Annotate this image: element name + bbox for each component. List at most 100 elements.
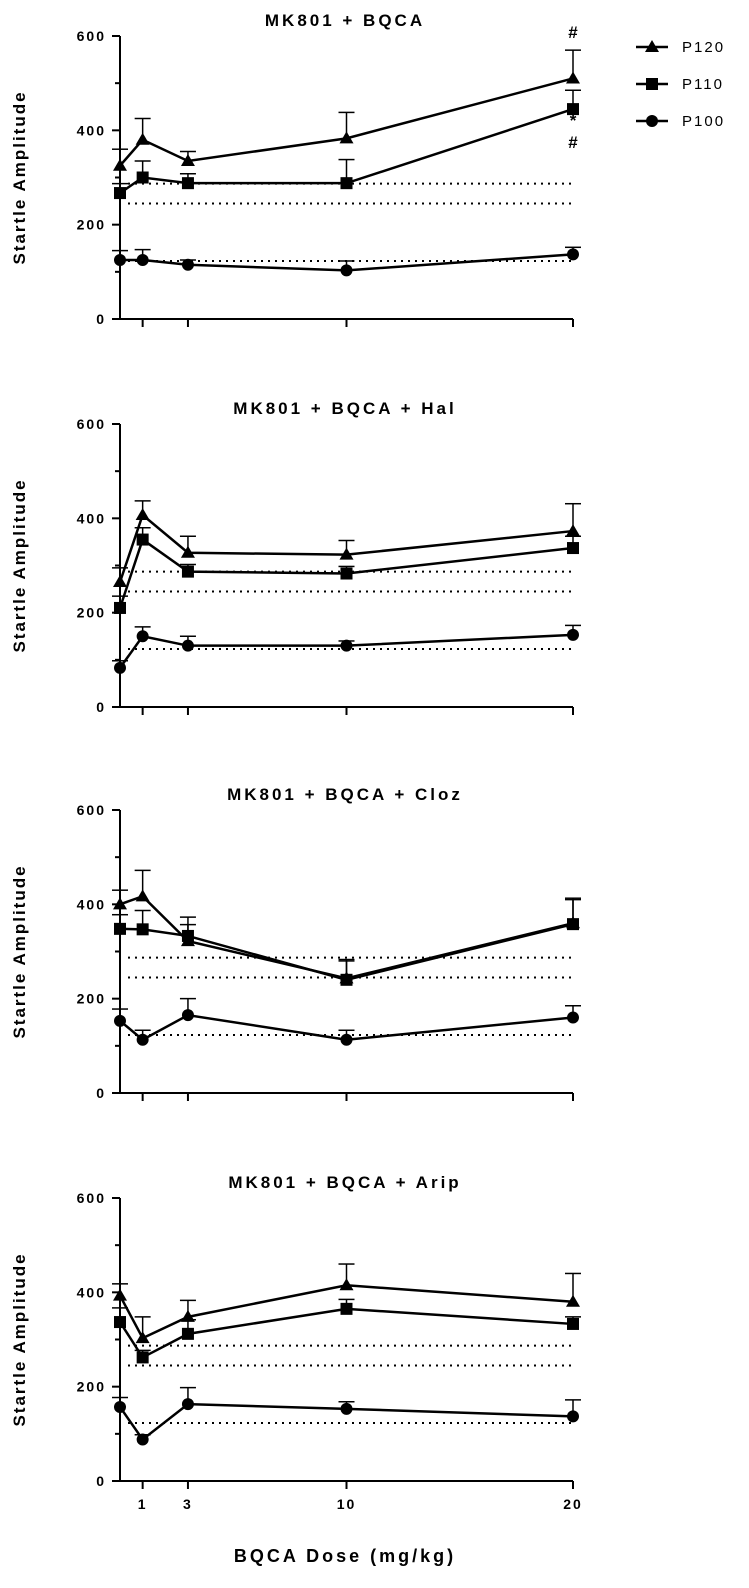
data-point bbox=[114, 254, 126, 267]
panel-title: MK801 + BQCA + Arip bbox=[228, 1173, 461, 1192]
series-p120 bbox=[112, 500, 581, 588]
legend-label: P110 bbox=[682, 76, 724, 93]
data-point bbox=[566, 1294, 580, 1307]
y-tick-label: 400 bbox=[77, 1284, 106, 1300]
data-point bbox=[136, 171, 149, 184]
y-tick-label: 200 bbox=[77, 1379, 106, 1395]
data-point bbox=[567, 248, 579, 261]
data-point bbox=[339, 1278, 354, 1291]
y-axis-label: Startle Amplitude bbox=[10, 864, 29, 1038]
data-point bbox=[181, 929, 194, 942]
data-point bbox=[340, 1033, 353, 1046]
series-p110 bbox=[112, 89, 581, 200]
y-axis-label: Startle Amplitude bbox=[10, 90, 29, 264]
x-axis-label: BQCA Dose (mg/kg) bbox=[234, 1546, 456, 1566]
data-point bbox=[136, 630, 149, 643]
data-point bbox=[339, 547, 354, 560]
data-point bbox=[340, 1302, 353, 1315]
y-tick-label: 600 bbox=[77, 802, 106, 818]
y-tick-label: 200 bbox=[77, 991, 106, 1007]
series-p100 bbox=[112, 997, 581, 1046]
data-point bbox=[181, 639, 194, 652]
data-point bbox=[135, 889, 150, 902]
series-p110 bbox=[112, 897, 581, 986]
panel-1: MK801 + BQCA Startle Amplitude 0 200 400 600 #… bbox=[10, 11, 581, 327]
data-point bbox=[136, 923, 149, 936]
y-tick-label: 600 bbox=[77, 416, 106, 432]
legend-marker bbox=[645, 40, 659, 52]
legend-entry-p100: P100 bbox=[636, 113, 725, 130]
data-point bbox=[567, 1410, 579, 1423]
legend-entry-p120: P120 bbox=[636, 39, 725, 56]
series-p100 bbox=[112, 624, 581, 674]
y-tick-label: 400 bbox=[77, 122, 106, 138]
data-point bbox=[181, 1009, 194, 1022]
legend-label: P120 bbox=[682, 39, 725, 56]
data-point bbox=[180, 545, 195, 558]
series-p110 bbox=[112, 1298, 581, 1364]
data-point bbox=[340, 1402, 353, 1415]
x-tick-label: 20 bbox=[563, 1496, 583, 1512]
data-point bbox=[567, 542, 579, 555]
y-axis-label: Startle Amplitude bbox=[10, 478, 29, 652]
x-tick-label: 1 bbox=[138, 1496, 148, 1512]
data-point bbox=[181, 565, 194, 578]
panel-title: MK801 + BQCA bbox=[265, 11, 425, 30]
legend-label: P100 bbox=[682, 113, 725, 130]
series-p120 bbox=[112, 49, 581, 171]
data-point bbox=[136, 1033, 149, 1046]
series-p110 bbox=[112, 527, 581, 614]
panel-title: MK801 + BQCA + Hal bbox=[233, 399, 456, 418]
legend-marker bbox=[646, 78, 658, 90]
data-point bbox=[114, 1400, 126, 1413]
data-point bbox=[135, 1331, 150, 1344]
significance-marker: * bbox=[570, 111, 577, 130]
data-point bbox=[340, 177, 353, 190]
y-tick-label: 200 bbox=[77, 605, 106, 621]
data-point bbox=[136, 533, 149, 546]
panel-3: MK801 + BQCA + Cloz Startle Amplitude 0 200… bbox=[10, 785, 581, 1101]
data-point bbox=[340, 639, 353, 652]
data-point bbox=[566, 524, 580, 537]
panel-title: MK801 + BQCA + Cloz bbox=[227, 785, 463, 804]
data-point bbox=[113, 158, 127, 171]
data-point bbox=[339, 131, 354, 144]
data-point bbox=[180, 153, 195, 166]
y-tick-label: 200 bbox=[77, 217, 106, 233]
data-point bbox=[567, 103, 579, 116]
y-tick-label: 0 bbox=[96, 1085, 106, 1101]
data-point bbox=[114, 601, 126, 614]
y-tick-label: 0 bbox=[96, 311, 106, 327]
data-point bbox=[136, 1433, 149, 1446]
data-point bbox=[135, 508, 150, 521]
y-tick-label: 0 bbox=[96, 1473, 106, 1489]
data-point bbox=[181, 177, 194, 190]
series-p100 bbox=[112, 246, 581, 277]
panel-2: MK801 + BQCA + Hal Startle Amplitude 0 200 4… bbox=[10, 399, 581, 715]
data-point bbox=[113, 575, 127, 588]
data-point bbox=[567, 1317, 579, 1330]
y-tick-label: 0 bbox=[96, 699, 106, 715]
panel-4: MK801 + BQCA + Arip Startle Amplitude 0 200… bbox=[10, 1173, 583, 1512]
x-tick-label: 3 bbox=[183, 1496, 193, 1512]
series-p120 bbox=[112, 1263, 581, 1344]
significance-marker: # bbox=[568, 23, 578, 42]
data-point bbox=[340, 567, 353, 580]
legend-entry-p110: P110 bbox=[636, 76, 724, 93]
y-axis-label: Startle Amplitude bbox=[10, 1252, 29, 1426]
x-tick-label: 10 bbox=[337, 1496, 357, 1512]
data-point bbox=[567, 918, 579, 931]
data-point bbox=[136, 1351, 149, 1364]
data-point bbox=[181, 258, 194, 271]
data-point bbox=[181, 1327, 194, 1340]
legend-marker bbox=[646, 115, 658, 127]
data-point bbox=[567, 628, 579, 641]
data-point bbox=[566, 71, 580, 84]
data-point bbox=[135, 132, 150, 145]
series-p100 bbox=[112, 1386, 581, 1446]
data-point bbox=[340, 264, 353, 277]
data-point bbox=[113, 1288, 127, 1301]
y-tick-label: 400 bbox=[77, 896, 106, 912]
